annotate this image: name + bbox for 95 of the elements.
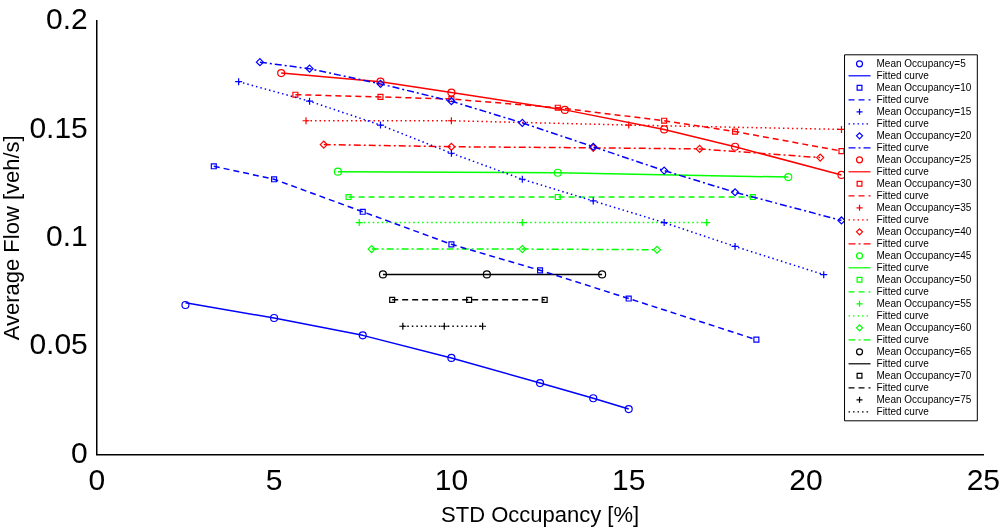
- y-tick-label: 0.05: [29, 327, 88, 361]
- point: [625, 295, 632, 302]
- point: [535, 378, 545, 388]
- point: [784, 173, 793, 182]
- point: [447, 88, 456, 97]
- legend-label: Fitted curve: [876, 93, 930, 105]
- point: [518, 244, 527, 254]
- point: [269, 313, 279, 323]
- point: [624, 120, 633, 130]
- point: [652, 245, 662, 254]
- point: [730, 142, 740, 151]
- legend-label: Fitted curve: [876, 357, 930, 369]
- x-axis-title: STD Occupancy [%]: [441, 501, 640, 527]
- point: [255, 58, 265, 67]
- point: [271, 176, 278, 183]
- legend-label: Fitted curve: [876, 141, 930, 153]
- legend-label: Mean Occupancy=35: [876, 201, 972, 213]
- legend-label: Fitted curve: [876, 405, 930, 417]
- legend-label: Mean Occupancy=15: [876, 105, 972, 117]
- point: [553, 168, 562, 177]
- point: [660, 166, 669, 175]
- point: [730, 188, 740, 197]
- point: [466, 296, 473, 303]
- legend-label: Fitted curve: [876, 333, 930, 345]
- point: [482, 270, 491, 279]
- point: [560, 105, 569, 114]
- point: [378, 270, 388, 279]
- point: [448, 241, 455, 248]
- legend-label: Fitted curve: [876, 213, 930, 225]
- point: [333, 167, 343, 176]
- legend-label: Fitted curve: [876, 309, 930, 321]
- x-tick-label: 10: [434, 462, 469, 496]
- legend-label: Fitted curve: [876, 69, 930, 81]
- point: [277, 68, 286, 78]
- legend-label: Mean Occupancy=45: [876, 249, 972, 261]
- point: [589, 196, 598, 206]
- point: [695, 144, 704, 154]
- point: [447, 142, 456, 151]
- point: [749, 193, 756, 201]
- point: [292, 91, 299, 98]
- point: [661, 117, 668, 124]
- point: [536, 267, 544, 274]
- legend-label: Mean Occupancy=50: [876, 273, 972, 285]
- point: [541, 296, 548, 303]
- legend-label: Mean Occupancy=55: [876, 297, 972, 309]
- y-tick-label: 0: [71, 435, 88, 469]
- point: [301, 116, 311, 125]
- legend-label: Fitted curve: [876, 189, 930, 201]
- x-tick-label: 20: [789, 462, 823, 496]
- legend-label: Fitted curve: [876, 381, 930, 393]
- point: [319, 140, 328, 149]
- point: [359, 208, 366, 215]
- point: [816, 153, 825, 162]
- point: [554, 104, 561, 111]
- legend-label: Fitted curve: [876, 117, 930, 129]
- point: [181, 300, 190, 310]
- legend-label: Mean Occupancy=25: [876, 153, 972, 165]
- legend-label: Mean Occupancy=75: [876, 393, 972, 405]
- y-tick-label: 0.2: [46, 2, 88, 36]
- point: [753, 336, 760, 343]
- legend-label: Mean Occupancy=65: [876, 345, 972, 357]
- point: [732, 128, 739, 135]
- point: [838, 148, 845, 155]
- point: [518, 118, 527, 127]
- point: [447, 353, 456, 363]
- legend-label: Fitted curve: [876, 165, 930, 177]
- legend-label: Mean Occupancy=5: [876, 57, 967, 69]
- point: [377, 93, 384, 100]
- legend-label: Mean Occupancy=30: [876, 177, 972, 189]
- point: [210, 163, 217, 170]
- y-tick-label: 0.1: [46, 219, 88, 253]
- x-tick-label: 25: [966, 462, 1000, 496]
- x-tick-label: 5: [265, 462, 283, 496]
- legend-label: Mean Occupancy=70: [876, 369, 972, 381]
- point: [554, 193, 561, 201]
- point: [660, 125, 669, 134]
- legend-label: Fitted curve: [876, 237, 930, 249]
- point: [305, 64, 314, 73]
- legend-label: Mean Occupancy=40: [876, 225, 972, 237]
- legend-label: Fitted curve: [876, 285, 930, 297]
- legend-label: Fitted curve: [876, 261, 930, 273]
- y-tick-label: 0.15: [29, 110, 88, 144]
- point: [358, 331, 367, 340]
- x-tick-label: 15: [612, 462, 646, 496]
- y-axis-title: Average Flow [veh/s]: [0, 135, 25, 341]
- legend-label: Mean Occupancy=10: [876, 81, 972, 93]
- point: [345, 193, 352, 201]
- legend-label: Mean Occupancy=60: [876, 321, 972, 333]
- point: [598, 270, 607, 279]
- point: [367, 244, 376, 254]
- point: [589, 394, 598, 403]
- point: [376, 120, 385, 130]
- point: [624, 404, 633, 414]
- legend-label: Mean Occupancy=20: [876, 129, 972, 141]
- point: [389, 296, 396, 303]
